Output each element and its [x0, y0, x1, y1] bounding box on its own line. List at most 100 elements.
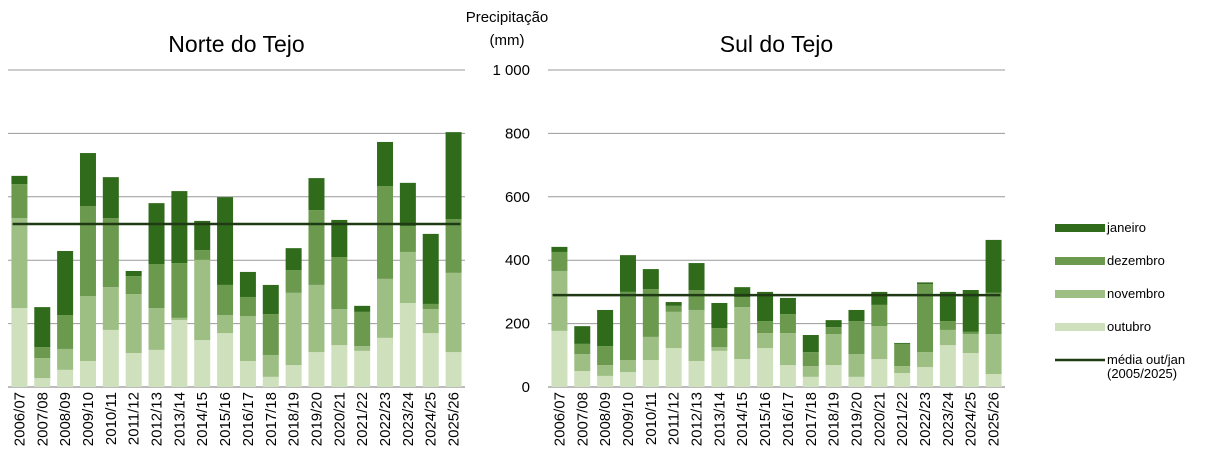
- bar-segment: [848, 376, 865, 387]
- bar-segment: [962, 331, 979, 335]
- bar-segment: [688, 309, 705, 362]
- bar-segment: [125, 294, 142, 354]
- bar-segment: [665, 302, 682, 306]
- bar-segment: [217, 333, 234, 387]
- x-tick-label: 2021/22: [894, 392, 911, 446]
- bar-segment: [985, 239, 1002, 293]
- bar-segment: [11, 184, 28, 219]
- bar-segment: [711, 328, 728, 348]
- bar-segment: [308, 284, 325, 353]
- bar-segment: [148, 349, 165, 387]
- bar-segment: [217, 284, 234, 316]
- legend-label: janeiro: [1107, 220, 1147, 235]
- x-tick-label: 2014/15: [194, 392, 211, 446]
- bar-segment: [125, 270, 142, 277]
- bar-segment: [79, 361, 96, 387]
- bar-segment: [642, 336, 659, 361]
- y-tick-label: 600: [505, 189, 530, 206]
- bar-segment: [262, 354, 279, 377]
- legend-label: dezembro: [1107, 253, 1165, 268]
- bar-segment: [917, 283, 934, 353]
- x-tick-label: 2013/14: [171, 392, 188, 446]
- x-tick-label: 2007/08: [34, 392, 51, 446]
- bar-segment: [939, 291, 956, 322]
- x-tick-label: 2012/13: [689, 392, 706, 446]
- bar-segment: [619, 255, 636, 292]
- x-tick-label: 2024/25: [423, 392, 440, 446]
- bar-segment: [597, 365, 614, 376]
- bar-segment: [102, 218, 119, 288]
- x-tick-label: 2019/20: [308, 392, 325, 446]
- y-tick-label: 800: [505, 125, 530, 142]
- bar-segment: [779, 314, 796, 334]
- bar-segment: [917, 352, 934, 368]
- bar-segment: [331, 345, 348, 387]
- bar-segment: [445, 132, 462, 219]
- bar-segment: [962, 353, 979, 387]
- bar-segment: [217, 197, 234, 285]
- bar-segment: [57, 348, 74, 370]
- bar-segment: [308, 352, 325, 387]
- legend-swatch: [1055, 257, 1105, 265]
- bar-segment: [642, 269, 659, 290]
- bar-segment: [985, 374, 1002, 387]
- bar-segment: [757, 348, 774, 387]
- bar-segment: [939, 329, 956, 346]
- bar-segment: [825, 320, 842, 328]
- bar-segment: [331, 309, 348, 346]
- bar-segment: [574, 371, 591, 387]
- bar-segment: [894, 366, 911, 374]
- bar-segment: [848, 309, 865, 322]
- x-tick-label: 2012/13: [149, 392, 166, 446]
- x-tick-label: 2018/19: [826, 392, 843, 446]
- bar-segment: [171, 320, 188, 387]
- bar-segment: [445, 218, 462, 273]
- bar-segment: [354, 350, 371, 387]
- x-tick-label: 2020/21: [871, 392, 888, 446]
- x-tick-label: 2018/19: [286, 392, 303, 446]
- bar-segment: [11, 308, 28, 387]
- bar-segment: [239, 315, 256, 362]
- bar-segment: [757, 291, 774, 322]
- y-tick-label: 0: [522, 379, 530, 396]
- bar-segment: [422, 233, 439, 304]
- x-tick-label: 2015/16: [757, 392, 774, 446]
- bar-segment: [551, 330, 568, 387]
- bar-segment: [757, 321, 774, 334]
- bar-segment: [825, 327, 842, 335]
- bar-segment: [11, 175, 28, 185]
- y-tick-label: 400: [505, 252, 530, 269]
- bar-segment: [665, 348, 682, 387]
- bar-segment: [422, 303, 439, 310]
- bar-segment: [57, 251, 74, 316]
- bar-segment: [574, 354, 591, 372]
- bar-segment: [551, 246, 568, 252]
- bar-segment: [757, 333, 774, 349]
- x-tick-label: 2009/10: [620, 392, 637, 446]
- bar-segment: [825, 365, 842, 387]
- bar-segment: [102, 287, 119, 330]
- bar-segment: [377, 186, 394, 279]
- bar-segment: [985, 334, 1002, 375]
- bar-segment: [171, 263, 188, 318]
- legend-label: novembro: [1107, 286, 1165, 301]
- bar-segment: [779, 297, 796, 315]
- x-tick-label: 2017/18: [263, 392, 280, 446]
- bar-segment: [871, 326, 888, 360]
- bar-segment: [194, 259, 211, 341]
- bar-segment: [194, 220, 211, 251]
- bar-segment: [551, 251, 568, 271]
- bar-segment: [894, 343, 911, 367]
- bar-segment: [688, 289, 705, 310]
- bar-segment: [79, 153, 96, 206]
- bar-segment: [848, 354, 865, 377]
- x-tick-label: 2023/24: [940, 392, 957, 446]
- bar-segment: [871, 359, 888, 387]
- bar-segment: [217, 315, 234, 334]
- bar-segment: [779, 333, 796, 366]
- bar-segment: [239, 296, 256, 316]
- bar-segment: [619, 372, 636, 387]
- bar-segment: [871, 304, 888, 327]
- x-tick-label: 2016/17: [780, 392, 797, 446]
